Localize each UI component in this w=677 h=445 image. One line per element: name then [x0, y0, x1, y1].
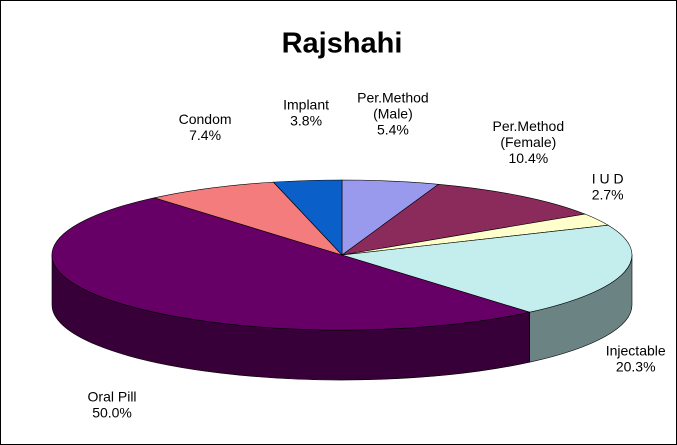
pie-slice	[272, 179, 343, 256]
data-label-line: 5.4%	[377, 121, 409, 137]
data-label-line: Implant	[283, 96, 329, 112]
chart-title: Rajshahi	[282, 28, 403, 60]
pie-slice	[153, 181, 343, 256]
pie-slice	[51, 197, 531, 331]
data-label-line: Per.Method	[357, 89, 429, 105]
data-label-line: 10.4%	[508, 150, 548, 166]
data-label: Per.Method (Male) 5.4%	[357, 89, 429, 137]
pie-slice	[341, 183, 586, 256]
data-label-line: 20.3%	[616, 358, 656, 374]
pie-slice	[341, 224, 633, 313]
data-label-line: Per.Method	[493, 118, 565, 134]
data-label: I U D 2.7%	[592, 170, 624, 202]
data-label: Implant 3.8%	[283, 96, 329, 128]
data-label-line: 7.4%	[189, 127, 221, 143]
data-label-line: (Male)	[373, 105, 413, 121]
data-label-line: Condom	[179, 111, 232, 127]
data-label: Condom 7.4%	[179, 111, 232, 143]
data-label: Oral Pill 50.0%	[88, 388, 137, 420]
data-label-line: 2.7%	[592, 186, 624, 202]
data-label: Injectable 20.3%	[606, 342, 666, 374]
data-label-line: Injectable	[606, 342, 666, 358]
data-label-line: Oral Pill	[88, 388, 137, 404]
data-label-line: I U D	[592, 170, 624, 186]
data-label-line: 50.0%	[92, 404, 132, 420]
data-label-line: 3.8%	[290, 112, 322, 128]
data-label: Per.Method (Female) 10.4%	[493, 118, 565, 166]
data-label-line: (Female)	[500, 134, 556, 150]
